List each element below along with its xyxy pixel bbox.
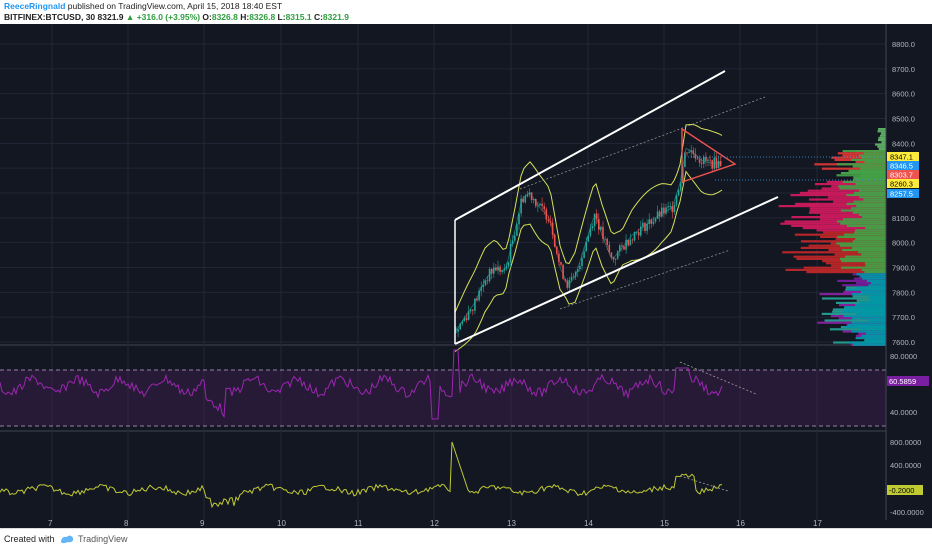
oscillator-trendline[interactable] (679, 475, 729, 492)
svg-text:8346.5: 8346.5 (890, 162, 913, 171)
price-level-label: 8346.5 (887, 161, 919, 171)
time-tick: 9 (200, 519, 205, 528)
ohlc-open: 8326.8 (211, 12, 238, 22)
price-tick: 8000.0 (892, 239, 915, 248)
oscillator-tick: 400.0000 (890, 461, 921, 470)
tradingview-logo-icon (61, 535, 74, 544)
symbol-label[interactable]: BITFINEX:BTCUSD, 30 (4, 12, 96, 22)
price-tick: 8700.0 (892, 65, 915, 74)
oscillator-tick: -400.0000 (890, 508, 924, 517)
grid-lines (0, 24, 886, 520)
time-tick: 12 (430, 519, 439, 528)
rsi-line (0, 349, 723, 420)
channel-upper-line[interactable] (454, 70, 726, 221)
price-tick: 7800.0 (892, 288, 915, 297)
price-tick: 7900.0 (892, 264, 915, 273)
author-link[interactable]: ReeceRingnald (4, 1, 66, 11)
time-labels: 7 8 9 10 11 12 13 14 15 16 17 (0, 519, 886, 529)
time-tick: 7 (48, 519, 53, 528)
oscillator-tick: 800.0000 (890, 438, 921, 447)
symbol-line: BITFINEX:BTCUSD, 30 8321.9 ▲ +316.0 (+3.… (4, 12, 349, 22)
ohlc-close: 8321.9 (322, 12, 349, 22)
svg-text:8347.1: 8347.1 (890, 153, 913, 162)
rsi-tick: 40.0000 (890, 408, 917, 417)
price-tick: 8800.0 (892, 40, 915, 49)
price-level-label: 8347.1 (887, 152, 919, 162)
channel-mid-lower[interactable] (559, 249, 731, 310)
rsi-tick: 80.0000 (890, 352, 917, 361)
ohlc-high: 8326.8 (249, 12, 276, 22)
rsi-tick-labels: 80.0000 40.0000 60.5859 (887, 352, 929, 417)
tradingview-brand[interactable]: TradingView (78, 534, 128, 544)
time-tick: 10 (277, 519, 286, 528)
time-axis[interactable] (0, 520, 932, 528)
oscillator-line (0, 441, 723, 509)
ohlc-low: 8315.1 (285, 12, 312, 22)
price-tick: 8400.0 (892, 139, 915, 148)
oscillator-tick-labels: 800.0000 400.0000 -400.0000 -0.2000 (887, 438, 924, 517)
time-tick: 14 (584, 519, 593, 528)
created-with-label: Created with (4, 534, 55, 544)
publish-line: ReeceRingnald published on TradingView.c… (4, 1, 282, 11)
time-tick: 13 (507, 519, 516, 528)
price-tick: 7700.0 (892, 313, 915, 322)
price-axis[interactable] (886, 24, 932, 520)
channel-lower-line[interactable] (454, 196, 779, 345)
price-change: +316.0 (+3.95%) (136, 12, 201, 22)
svg-text:8303.7: 8303.7 (890, 171, 913, 180)
time-tick: 16 (736, 519, 745, 528)
candles (455, 145, 722, 338)
price-tick: 8100.0 (892, 214, 915, 223)
time-tick: 8 (124, 519, 129, 528)
oscillator-pane[interactable] (0, 432, 886, 520)
oscillator-value-label: -0.2000 (887, 485, 923, 495)
price-level-label: 8260.3 (887, 179, 919, 189)
rsi-band (0, 370, 886, 426)
triangle-pattern[interactable] (681, 127, 737, 183)
last-price: 8321.9 (97, 12, 124, 22)
time-axis-bg (0, 520, 932, 528)
price-tick: 8500.0 (892, 115, 915, 124)
up-arrow-icon: ▲ (125, 12, 135, 22)
chart-header: ReeceRingnald published on TradingView.c… (0, 0, 932, 24)
publish-info: published on TradingView.com, April 15, … (67, 1, 283, 11)
price-tick: 7600.0 (892, 338, 915, 347)
time-tick: 17 (813, 519, 822, 528)
svg-text:60.5859: 60.5859 (889, 377, 916, 386)
svg-text:-0.2000: -0.2000 (889, 486, 914, 495)
price-tick-labels: 8800.0 8700.0 8600.0 8500.0 8400.0 8100.0 8000… (892, 40, 915, 347)
price-pane[interactable] (0, 24, 886, 344)
rsi-value-label: 60.5859 (887, 376, 929, 386)
price-level-label: 8303.7 (887, 170, 919, 180)
rsi-trendline[interactable] (679, 361, 757, 395)
footer-bar: Created with TradingView (0, 528, 932, 550)
price-level-label: 8257.5 (887, 189, 919, 199)
svg-text:8260.3: 8260.3 (890, 180, 913, 189)
price-tick: 8600.0 (892, 90, 915, 99)
time-tick: 11 (354, 519, 363, 528)
time-tick: 15 (660, 519, 669, 528)
svg-text:8257.5: 8257.5 (890, 190, 913, 199)
rsi-pane[interactable] (0, 346, 886, 430)
chart-canvas[interactable]: 8800.0 8700.0 8600.0 8500.0 8400.0 8100.0 8000… (0, 24, 932, 520)
volume-profile (778, 128, 886, 346)
